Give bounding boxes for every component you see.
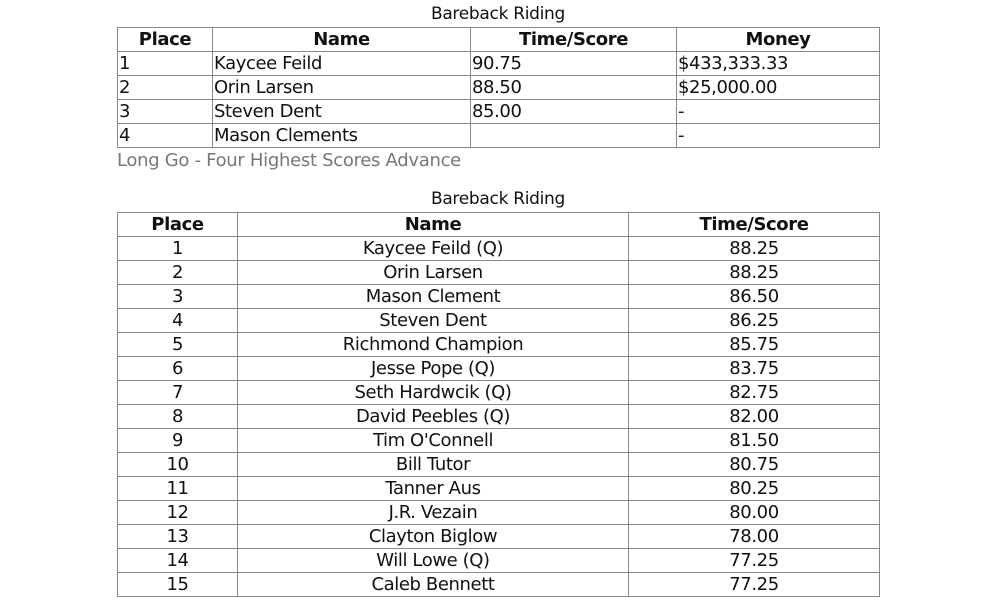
long-go-note: Long Go - Four Highest Scores Advance: [117, 150, 461, 171]
table-row: 1 Kaycee Feild 90.75 $433,333.33: [117, 51, 880, 76]
results-title: Bareback Riding: [430, 4, 566, 24]
table-cell: 2: [117, 75, 213, 100]
results-table: Place Name Time/Score Money 1 Kaycee Feild 90…: [117, 27, 880, 148]
table-cell: Mason Clements: [212, 123, 471, 148]
table-cell: J.R. Vezain: [237, 500, 629, 525]
table-cell: 11: [117, 476, 238, 501]
table-cell: 8: [117, 404, 238, 429]
table-cell: -: [676, 123, 880, 148]
table-cell: 3: [117, 284, 238, 309]
table-cell: 81.50: [628, 428, 880, 453]
table-header-row: Place Name Time/Score Money: [117, 27, 880, 52]
table-cell: 77.25: [628, 548, 880, 573]
table-row: 2 Orin Larsen 88.25: [117, 260, 880, 285]
table-cell: -: [676, 99, 880, 124]
table-row: 15 Caleb Bennett 77.25: [117, 572, 880, 597]
table-cell: Clayton Biglow: [237, 524, 629, 549]
table-cell: 82.00: [628, 404, 880, 429]
table-cell: 7: [117, 380, 238, 405]
table-cell: Caleb Bennett: [237, 572, 629, 597]
table-row: 3 Mason Clement 86.50: [117, 284, 880, 309]
table-cell: 14: [117, 548, 238, 573]
table-row: 9 Tim O'Connell 81.50: [117, 428, 880, 453]
table-row: 2 Orin Larsen 88.50 $25,000.00: [117, 75, 880, 100]
table-row: 4 Steven Dent 86.25: [117, 308, 880, 333]
table-cell: Steven Dent: [212, 99, 471, 124]
table-cell: 78.00: [628, 524, 880, 549]
table-cell: $433,333.33: [676, 51, 880, 76]
table-row: 13 Clayton Biglow 78.00: [117, 524, 880, 549]
table-row: 11 Tanner Aus 80.25: [117, 476, 880, 501]
table-cell: 80.25: [628, 476, 880, 501]
table-cell: 1: [117, 51, 213, 76]
column-header: Name: [237, 212, 629, 237]
table-cell: 86.25: [628, 308, 880, 333]
table-cell: 77.25: [628, 572, 880, 597]
table-cell: 10: [117, 452, 238, 477]
table-row: 7 Seth Hardwcik (Q) 82.75: [117, 380, 880, 405]
table-cell: 80.00: [628, 500, 880, 525]
table-cell: 90.75: [470, 51, 677, 76]
column-header: Name: [212, 27, 471, 52]
table-cell: 4: [117, 123, 213, 148]
table-row: 5 Richmond Champion 85.75: [117, 332, 880, 357]
table-cell: Jesse Pope (Q): [237, 356, 629, 381]
table-cell: 12: [117, 500, 238, 525]
table-cell: Tim O'Connell: [237, 428, 629, 453]
table-cell: 15: [117, 572, 238, 597]
table-cell: Tanner Aus: [237, 476, 629, 501]
table-row: 8 David Peebles (Q) 82.00: [117, 404, 880, 429]
table-cell: 85.00: [470, 99, 677, 124]
table-cell: Steven Dent: [237, 308, 629, 333]
column-header: Place: [117, 212, 238, 237]
table-row: 4 Mason Clements -: [117, 123, 880, 148]
column-header: Time/Score: [628, 212, 880, 237]
table-cell: Orin Larsen: [212, 75, 471, 100]
table-cell: 85.75: [628, 332, 880, 357]
table-row: 3 Steven Dent 85.00 -: [117, 99, 880, 124]
table-row: 10 Bill Tutor 80.75: [117, 452, 880, 477]
table-cell: 13: [117, 524, 238, 549]
table-header-row: Place Name Time/Score: [117, 212, 880, 237]
table-cell: Seth Hardwcik (Q): [237, 380, 629, 405]
table-row: 14 Will Lowe (Q) 77.25: [117, 548, 880, 573]
table-cell: Richmond Champion: [237, 332, 629, 357]
table-cell: Will Lowe (Q): [237, 548, 629, 573]
table-cell: David Peebles (Q): [237, 404, 629, 429]
table-cell: 3: [117, 99, 213, 124]
table-cell: 9: [117, 428, 238, 453]
table-cell: Kaycee Feild: [212, 51, 471, 76]
table-cell: 4: [117, 308, 238, 333]
long-go-table: Place Name Time/Score 1 Kaycee Feild (Q) 88.…: [117, 212, 880, 597]
table-cell: 83.75: [628, 356, 880, 381]
column-header: Money: [676, 27, 880, 52]
table-cell: 88.25: [628, 236, 880, 261]
long-go-title: Bareback Riding: [430, 189, 566, 209]
table-row: 6 Jesse Pope (Q) 83.75: [117, 356, 880, 381]
table-cell: 86.50: [628, 284, 880, 309]
table-cell: 2: [117, 260, 238, 285]
table-cell: [470, 123, 677, 148]
table-cell: 88.25: [628, 260, 880, 285]
column-header: Place: [117, 27, 213, 52]
table-cell: 5: [117, 332, 238, 357]
column-header: Time/Score: [470, 27, 677, 52]
table-row: 12 J.R. Vezain 80.00: [117, 500, 880, 525]
table-cell: 6: [117, 356, 238, 381]
table-row: 1 Kaycee Feild (Q) 88.25: [117, 236, 880, 261]
table-cell: 1: [117, 236, 238, 261]
table-cell: Bill Tutor: [237, 452, 629, 477]
table-cell: 88.50: [470, 75, 677, 100]
table-cell: Kaycee Feild (Q): [237, 236, 629, 261]
table-cell: 82.75: [628, 380, 880, 405]
table-cell: 80.75: [628, 452, 880, 477]
table-cell: Mason Clement: [237, 284, 629, 309]
table-cell: Orin Larsen: [237, 260, 629, 285]
table-cell: $25,000.00: [676, 75, 880, 100]
